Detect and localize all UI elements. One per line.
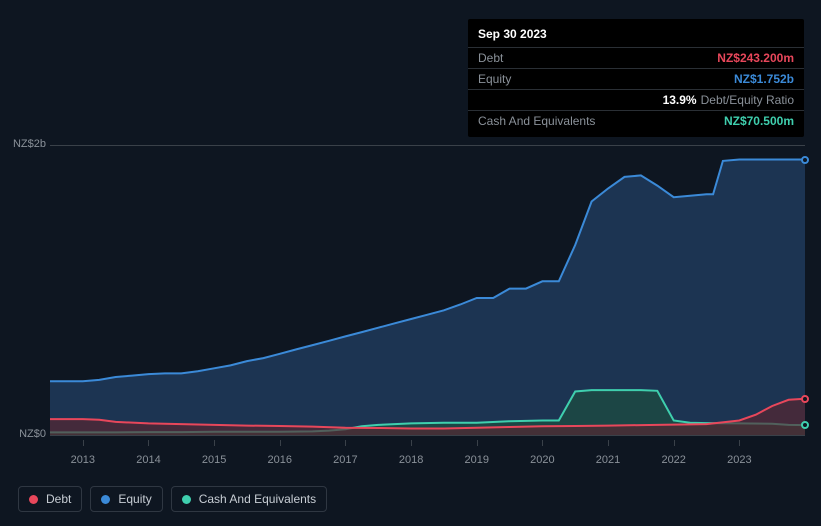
tooltip-label: Debt (478, 51, 717, 65)
x-tick-mark (148, 440, 149, 446)
legend-dot-icon (101, 495, 110, 504)
tooltip-label: Equity (478, 72, 734, 86)
x-axis: 2013201420152016201720182019202020212022… (50, 440, 805, 460)
x-tick-mark (280, 440, 281, 446)
legend-dot-icon (182, 495, 191, 504)
legend-label: Cash And Equivalents (199, 492, 316, 506)
x-axis-label: 2022 (661, 454, 685, 466)
gridline-baseline (50, 435, 805, 436)
x-axis-label: 2021 (596, 454, 620, 466)
x-axis-label: 2019 (464, 454, 488, 466)
x-axis-label: 2016 (268, 454, 292, 466)
legend-label: Debt (46, 492, 71, 506)
x-axis-label: 2015 (202, 454, 226, 466)
legend-label: Equity (118, 492, 151, 506)
x-tick-mark (83, 440, 84, 446)
x-axis-label: 2023 (727, 454, 751, 466)
x-axis-label: 2013 (71, 454, 95, 466)
x-axis-label: 2020 (530, 454, 554, 466)
legend-item-cash-and-equivalents[interactable]: Cash And Equivalents (171, 486, 327, 512)
tooltip-value: NZ$243.200m (717, 51, 794, 65)
x-tick-mark (608, 440, 609, 446)
x-tick-mark (542, 440, 543, 446)
debt-equity-chart: NZ$2bNZ$0 201320142015201620172018201920… (16, 125, 805, 470)
x-tick-mark (477, 440, 478, 446)
y-axis-label: NZ$2b (6, 138, 46, 150)
x-tick-mark (214, 440, 215, 446)
tooltip-label (478, 93, 663, 107)
chart-legend: Debt Equity Cash And Equivalents (18, 486, 327, 512)
tooltip-row: 13.9%Debt/Equity Ratio (468, 89, 804, 110)
x-axis-label: 2014 (136, 454, 160, 466)
tooltip-row: EquityNZ$1.752b (468, 68, 804, 89)
x-axis-label: 2017 (333, 454, 357, 466)
legend-dot-icon (29, 495, 38, 504)
x-tick-mark (674, 440, 675, 446)
hover-marker-debt (801, 395, 809, 403)
x-tick-mark (739, 440, 740, 446)
x-axis-label: 2018 (399, 454, 423, 466)
y-axis-label: NZ$0 (6, 428, 46, 440)
legend-item-debt[interactable]: Debt (18, 486, 82, 512)
series-area-equity (50, 160, 805, 436)
tooltip-sublabel: Debt/Equity Ratio (701, 93, 794, 107)
chart-plot-area (50, 145, 805, 435)
hover-marker-cash-and-equivalents (801, 421, 809, 429)
tooltip-value: NZ$1.752b (734, 72, 794, 86)
tooltip-value: 13.9%Debt/Equity Ratio (663, 93, 794, 107)
hover-marker-equity (801, 156, 809, 164)
x-tick-mark (411, 440, 412, 446)
legend-item-equity[interactable]: Equity (90, 486, 162, 512)
chart-tooltip: Sep 30 2023 DebtNZ$243.200mEquityNZ$1.75… (468, 19, 804, 137)
tooltip-row: DebtNZ$243.200m (468, 47, 804, 68)
tooltip-date: Sep 30 2023 (468, 25, 804, 47)
x-tick-mark (345, 440, 346, 446)
